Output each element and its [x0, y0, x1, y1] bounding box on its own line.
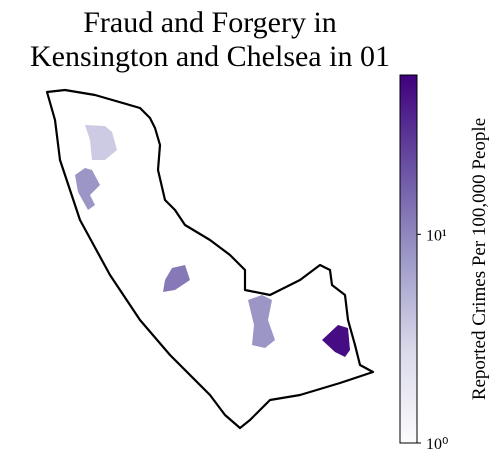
colorbar-label: Reported Crimes Per 100,000 People [469, 118, 490, 400]
colorbar [399, 74, 418, 444]
colorbar-tick-label: 10¹ [426, 227, 447, 244]
district [322, 325, 350, 357]
district [75, 168, 100, 210]
district [85, 125, 117, 160]
colorbar-tick-label: 10⁰ [426, 436, 448, 453]
district [248, 295, 275, 348]
chart-title: Fraud and Forgery in Kensington and Chel… [30, 6, 390, 73]
district [163, 265, 190, 292]
borough-outline [45, 88, 375, 430]
